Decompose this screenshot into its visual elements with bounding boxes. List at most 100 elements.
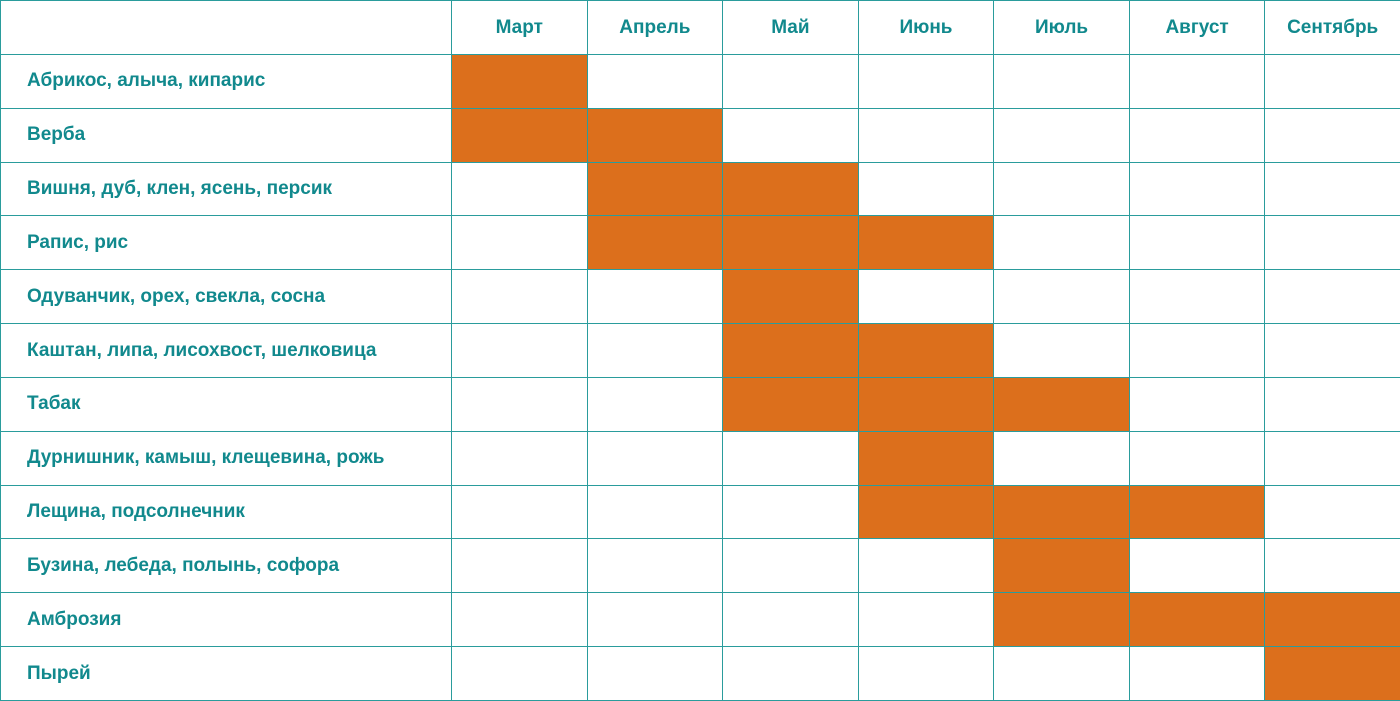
bloom-cell-active bbox=[586, 215, 724, 271]
table-row: Бузина, лебеда, полынь, софора bbox=[0, 538, 1400, 594]
table-row: Рапис, рис bbox=[0, 215, 1400, 271]
plant-label: Абрикос, алыча, кипарис bbox=[0, 54, 452, 109]
plant-label: Одуванчик, орех, свекла, сосна bbox=[0, 269, 452, 325]
bloom-cell-empty bbox=[451, 646, 588, 701]
plant-label: Дурнишник, камыш, клещевина, рожь bbox=[0, 430, 452, 486]
bloom-cell-empty bbox=[1128, 323, 1266, 378]
bloom-cell-active bbox=[1264, 592, 1400, 648]
bloom-cell-empty bbox=[451, 430, 588, 486]
bloom-cell-empty bbox=[1128, 430, 1266, 486]
bloom-cell-empty bbox=[857, 54, 995, 109]
bloom-cell-empty bbox=[857, 592, 995, 648]
bloom-cell-empty bbox=[451, 269, 588, 325]
bloom-cell-empty bbox=[993, 646, 1130, 701]
plant-label: Вишня, дуб, клен, ясень, персик bbox=[0, 161, 452, 217]
bloom-cell-empty bbox=[722, 646, 859, 701]
month-header: Март bbox=[451, 0, 588, 55]
bloom-cell-active bbox=[722, 376, 859, 432]
plant-label: Бузина, лебеда, полынь, софора bbox=[0, 538, 452, 594]
bloom-cell-active bbox=[722, 215, 859, 271]
table-body: Абрикос, алыча, кипарис Верба Вишня, дуб, … bbox=[0, 54, 1400, 701]
bloom-cell-active bbox=[993, 538, 1130, 594]
plant-label: Амброзия bbox=[0, 592, 452, 648]
bloom-cell-empty bbox=[1264, 484, 1400, 540]
table-row: Верба bbox=[0, 107, 1400, 163]
bloom-cell-active bbox=[993, 484, 1130, 540]
bloom-cell-active bbox=[722, 323, 859, 378]
bloom-cell-empty bbox=[1264, 215, 1400, 271]
bloom-cell-empty bbox=[857, 646, 995, 701]
bloom-cell-active bbox=[586, 107, 724, 163]
bloom-cell-empty bbox=[1128, 646, 1266, 701]
bloom-cell-empty bbox=[586, 646, 724, 701]
bloom-cell-active bbox=[857, 484, 995, 540]
bloom-cell-empty bbox=[451, 592, 588, 648]
bloom-cell-empty bbox=[451, 376, 588, 432]
plant-label: Верба bbox=[0, 107, 452, 163]
table-row: Пырей bbox=[0, 646, 1400, 701]
bloom-cell-empty bbox=[1128, 269, 1266, 325]
bloom-cell-empty bbox=[1264, 161, 1400, 217]
plant-label: Каштан, липа, лисохвост, шелковица bbox=[0, 323, 452, 378]
bloom-cell-empty bbox=[1264, 323, 1400, 378]
bloom-cell-empty bbox=[1128, 538, 1266, 594]
bloom-cell-empty bbox=[722, 538, 859, 594]
table-row: Амброзия bbox=[0, 592, 1400, 648]
bloom-cell-active bbox=[451, 107, 588, 163]
bloom-cell-empty bbox=[1264, 430, 1400, 486]
bloom-cell-empty bbox=[451, 323, 588, 378]
bloom-cell-empty bbox=[586, 54, 724, 109]
bloom-cell-active bbox=[857, 215, 995, 271]
bloom-cell-active bbox=[1264, 646, 1400, 701]
table-row: Табак bbox=[0, 376, 1400, 432]
table-row: Вишня, дуб, клен, ясень, персик bbox=[0, 161, 1400, 217]
table-row: Одуванчик, орех, свекла, сосна bbox=[0, 269, 1400, 325]
bloom-cell-empty bbox=[1264, 538, 1400, 594]
bloom-cell-active bbox=[1128, 484, 1266, 540]
bloom-cell-empty bbox=[993, 323, 1130, 378]
bloom-cell-empty bbox=[586, 484, 724, 540]
bloom-cell-empty bbox=[993, 54, 1130, 109]
month-header: Май bbox=[722, 0, 859, 55]
plant-label: Табак bbox=[0, 376, 452, 432]
bloom-cell-active bbox=[451, 54, 588, 109]
bloom-cell-empty bbox=[1264, 107, 1400, 163]
bloom-cell-empty bbox=[451, 161, 588, 217]
table-row: Каштан, липа, лисохвост, шелковица bbox=[0, 323, 1400, 378]
table-row: Абрикос, алыча, кипарис bbox=[0, 54, 1400, 109]
bloom-cell-empty bbox=[586, 538, 724, 594]
bloom-cell-empty bbox=[722, 54, 859, 109]
bloom-cell-empty bbox=[586, 269, 724, 325]
bloom-cell-empty bbox=[1128, 107, 1266, 163]
bloom-cell-active bbox=[586, 161, 724, 217]
table-row: Дурнишник, камыш, клещевина, рожь bbox=[0, 430, 1400, 486]
bloom-cell-empty bbox=[1128, 161, 1266, 217]
plant-label: Рапис, рис bbox=[0, 215, 452, 271]
bloom-cell-empty bbox=[993, 430, 1130, 486]
bloom-cell-active bbox=[722, 269, 859, 325]
bloom-cell-empty bbox=[1128, 54, 1266, 109]
month-header: Июль bbox=[993, 0, 1130, 55]
bloom-cell-empty bbox=[993, 107, 1130, 163]
bloom-cell-empty bbox=[722, 484, 859, 540]
bloom-cell-empty bbox=[586, 430, 724, 486]
bloom-cell-active bbox=[857, 430, 995, 486]
plant-label: Пырей bbox=[0, 646, 452, 701]
month-header: Август bbox=[1128, 0, 1266, 55]
bloom-cell-empty bbox=[1264, 269, 1400, 325]
bloom-cell-active bbox=[993, 592, 1130, 648]
bloom-cell-empty bbox=[586, 592, 724, 648]
table-header: Март Апрель Май Июнь Июль Август Сентябрь bbox=[0, 0, 1400, 55]
bloom-cell-empty bbox=[857, 538, 995, 594]
bloom-cell-empty bbox=[722, 107, 859, 163]
bloom-cell-empty bbox=[451, 215, 588, 271]
month-header: Сентябрь bbox=[1264, 0, 1400, 55]
bloom-cell-empty bbox=[1264, 54, 1400, 109]
bloom-cell-empty bbox=[451, 484, 588, 540]
bloom-cell-active bbox=[857, 376, 995, 432]
bloom-cell-empty bbox=[586, 323, 724, 378]
bloom-cell-empty bbox=[1128, 215, 1266, 271]
bloom-cell-empty bbox=[857, 107, 995, 163]
corner-cell bbox=[0, 0, 452, 55]
